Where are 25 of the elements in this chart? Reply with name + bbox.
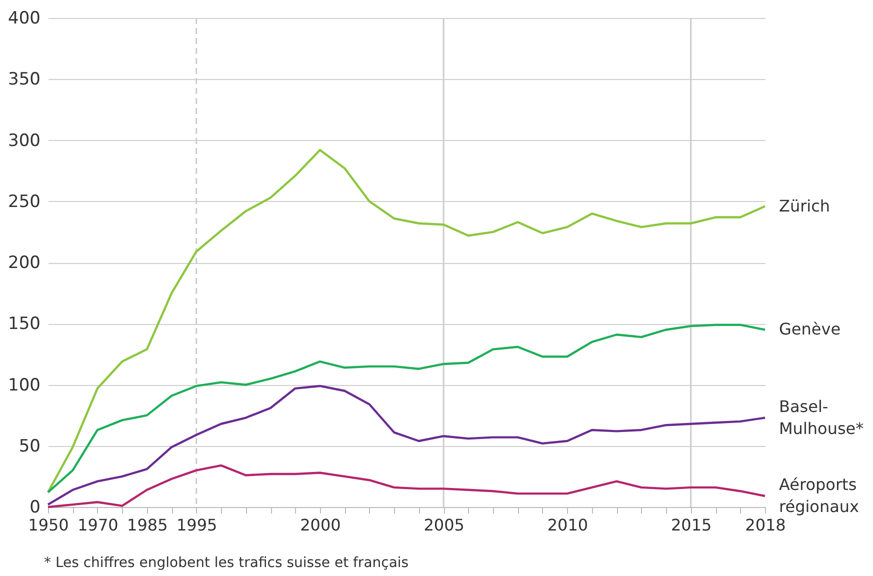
line-series	[46, 148, 766, 494]
x-tick-label: 2000	[300, 516, 341, 534]
y-tick-label: 0	[30, 498, 40, 518]
x-tick-label: 1970	[78, 516, 118, 534]
text: * Les chiffres englobent les trafics suisse et français	[44, 555, 409, 571]
y-tick-label: 100	[8, 375, 40, 396]
x-tick-label: 1950	[28, 516, 69, 534]
y-tick-label: 50	[18, 436, 40, 456]
x-tick-label: 1995	[176, 516, 218, 534]
y-tick-label: 400	[8, 8, 40, 28]
y-tick-label: 300	[8, 130, 40, 151]
series-label: Zürich	[779, 196, 830, 216]
series-label: Aéroports régionaux	[779, 474, 860, 516]
series-label: Genève	[779, 320, 841, 339]
y-tick-label: 250	[8, 192, 40, 212]
series-label: Basel-Mulhouse*	[779, 396, 864, 438]
x-tick-label: 2010	[547, 516, 588, 534]
y-tick-label: 350	[8, 70, 40, 90]
x-tick-label: 2018	[745, 516, 786, 534]
x-tick-label: 1985	[127, 516, 168, 534]
x-tick-label: 2005	[424, 516, 464, 534]
line-series	[46, 324, 766, 494]
y-tick-label: 150	[8, 314, 40, 334]
x-tick-label: 2015	[670, 516, 712, 534]
y-tick-label: 200	[8, 253, 40, 273]
